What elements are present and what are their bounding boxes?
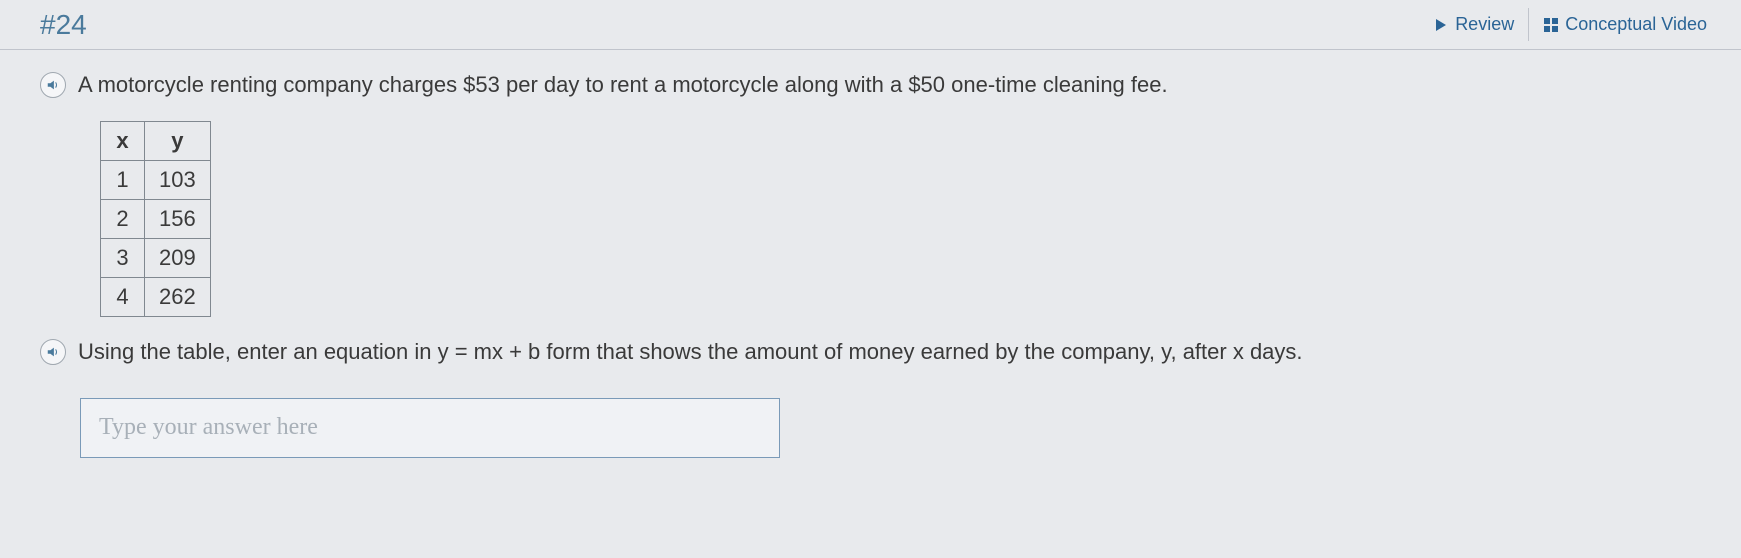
video-label: Conceptual Video (1565, 14, 1707, 35)
table-header-y: y (145, 121, 211, 160)
answer-input[interactable] (80, 398, 780, 458)
review-button[interactable]: Review (1419, 8, 1528, 41)
table-cell: 3 (101, 238, 145, 277)
conceptual-video-button[interactable]: Conceptual Video (1528, 8, 1721, 41)
speaker-icon (46, 345, 60, 359)
data-table: x y 1 103 2 156 3 209 4 262 (100, 121, 211, 317)
speaker-icon (46, 78, 60, 92)
table-cell: 4 (101, 277, 145, 316)
table-cell: 262 (145, 277, 211, 316)
table-row: 4 262 (101, 277, 211, 316)
problem-instruction-row: Using the table, enter an equation in y … (40, 337, 1701, 368)
table-cell: 103 (145, 160, 211, 199)
table-header-row: x y (101, 121, 211, 160)
header-actions: Review Conceptual Video (1419, 8, 1721, 41)
problem-instruction: Using the table, enter an equation in y … (78, 337, 1303, 368)
problem-statement-row: A motorcycle renting company charges $53… (40, 70, 1701, 101)
table-cell: 1 (101, 160, 145, 199)
question-number: #24 (40, 9, 87, 41)
audio-button-statement[interactable] (40, 72, 66, 98)
video-grid-icon (1543, 17, 1559, 33)
answer-section (80, 398, 1701, 458)
header-bar: #24 Review Conceptual Video (0, 0, 1741, 50)
audio-button-instruction[interactable] (40, 339, 66, 365)
content-area: A motorcycle renting company charges $53… (0, 50, 1741, 478)
problem-statement: A motorcycle renting company charges $53… (78, 70, 1168, 101)
table-cell: 156 (145, 199, 211, 238)
table-row: 3 209 (101, 238, 211, 277)
table-cell: 209 (145, 238, 211, 277)
table-row: 1 103 (101, 160, 211, 199)
table-cell: 2 (101, 199, 145, 238)
review-label: Review (1455, 14, 1514, 35)
data-table-wrap: x y 1 103 2 156 3 209 4 262 (100, 121, 1701, 317)
table-row: 2 156 (101, 199, 211, 238)
table-header-x: x (101, 121, 145, 160)
play-icon (1433, 17, 1449, 33)
